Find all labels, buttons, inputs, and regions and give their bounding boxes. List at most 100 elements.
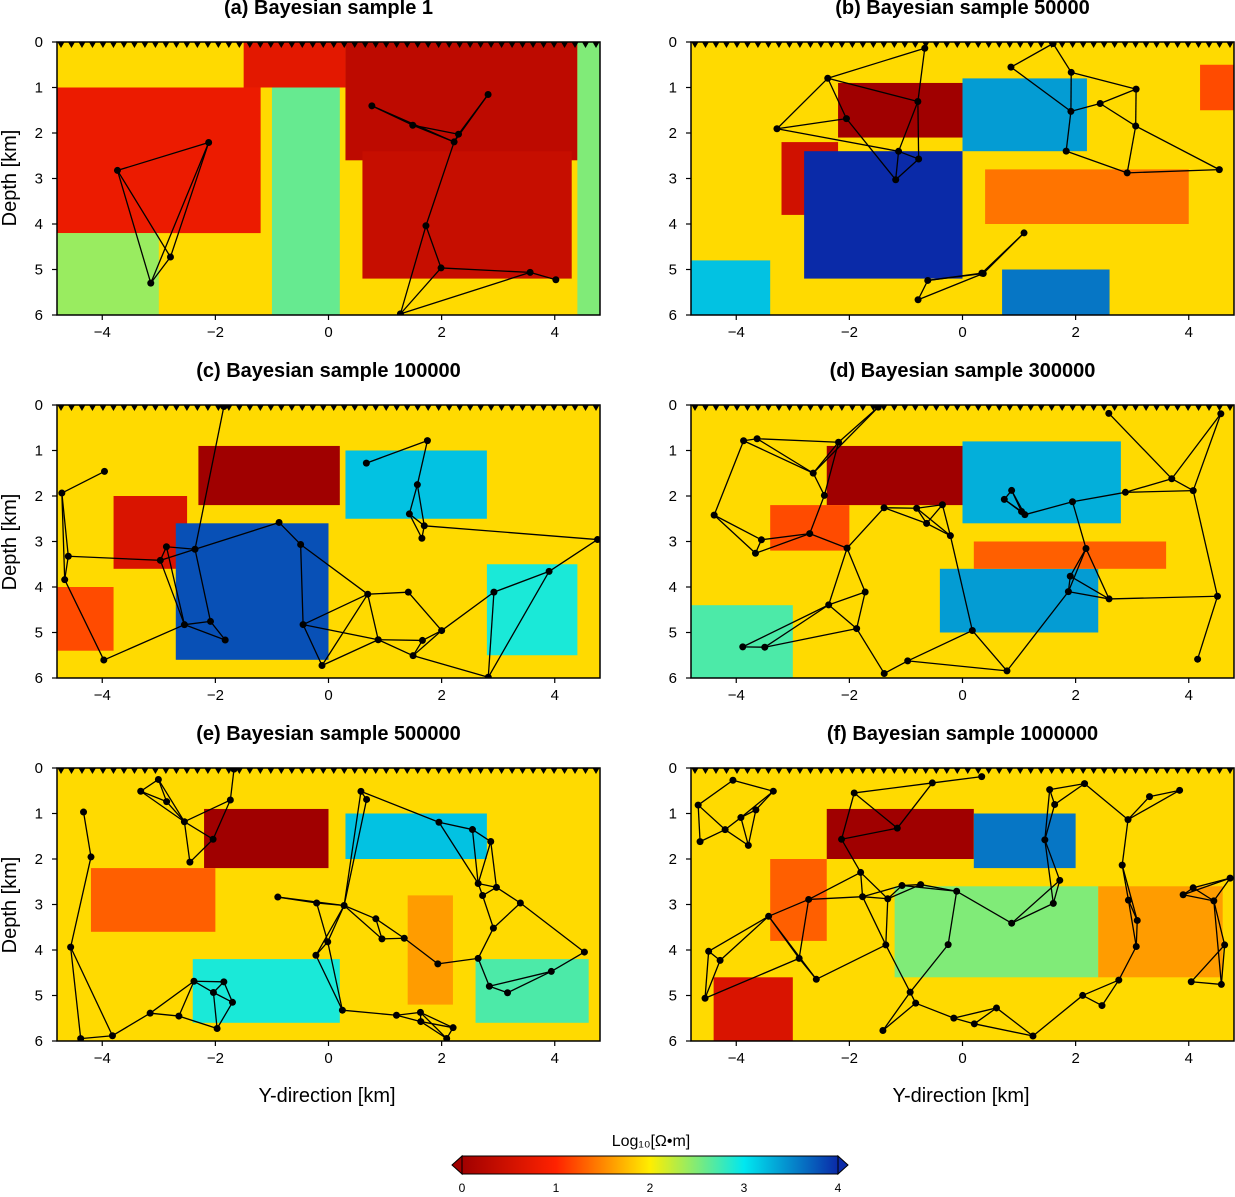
receiver-marker <box>1016 768 1024 774</box>
colorbar-tick-label: 0 <box>459 1181 466 1195</box>
panel-title: (b) Bayesian sample 50000 <box>835 0 1090 19</box>
mesh-edge <box>278 521 302 545</box>
mesh-edge <box>828 591 866 606</box>
mesh-edge <box>70 946 114 1037</box>
receiver-marker <box>922 42 930 48</box>
mesh-edge <box>827 47 925 79</box>
receiver-marker <box>351 42 359 48</box>
mesh-edge <box>178 1015 218 1030</box>
receiver-marker <box>214 42 222 48</box>
mesh-node <box>1069 498 1077 506</box>
receiver-marker <box>550 405 558 411</box>
mesh-node <box>417 1018 425 1026</box>
receiver-marker <box>764 768 772 774</box>
ylabel-row3: Depth [km] <box>0 857 21 954</box>
mesh-edge <box>149 980 195 1014</box>
mesh-edge <box>419 1011 448 1039</box>
mesh-edge <box>1135 125 1220 171</box>
mesh-node <box>180 818 188 826</box>
receiver-marker <box>1163 768 1171 774</box>
heatmap-block <box>973 813 1076 869</box>
receiver-marker <box>456 42 464 48</box>
receiver-marker <box>880 768 888 774</box>
mesh-node <box>739 643 747 651</box>
ytick-label: 2 <box>35 125 43 142</box>
receiver-marker <box>911 405 919 411</box>
mesh-edge <box>697 804 726 831</box>
mesh-node <box>915 155 923 163</box>
mesh-edge <box>909 944 949 993</box>
receiver-marker <box>785 768 793 774</box>
mesh-edge <box>159 560 186 625</box>
receiver-marker <box>932 768 940 774</box>
mesh-edge <box>1054 783 1085 805</box>
receiver-marker <box>214 405 222 411</box>
receiver-marker <box>838 405 846 411</box>
mesh-edge <box>1193 877 1231 889</box>
receiver-marker <box>1016 405 1024 411</box>
mesh-node <box>396 310 404 315</box>
mesh-node <box>1049 899 1057 907</box>
receiver-marker <box>57 42 65 48</box>
mesh-edge <box>917 48 926 102</box>
colorbar-tick-label: 1 <box>553 1181 560 1195</box>
receiver-marker <box>246 768 254 774</box>
mesh-edge <box>757 438 839 443</box>
receiver-marker <box>869 405 877 411</box>
mesh-edge <box>422 629 442 642</box>
mesh-edge <box>1099 88 1137 105</box>
receiver-marker <box>901 42 909 48</box>
mesh-node <box>740 437 748 445</box>
mesh-edge <box>471 829 479 884</box>
mesh-edge <box>416 484 425 526</box>
mesh-node <box>418 534 426 542</box>
ytick-label: 5 <box>35 262 43 279</box>
mesh-node <box>1000 495 1008 503</box>
colorbar-gradient <box>461 1155 839 1175</box>
receiver-marker <box>151 768 159 774</box>
receiver-marker <box>162 768 170 774</box>
mesh-node <box>1082 544 1090 552</box>
mesh-node <box>968 627 976 635</box>
mesh-edge <box>1121 819 1129 866</box>
receiver-marker <box>1111 768 1119 774</box>
receiver-marker <box>267 42 275 48</box>
mesh-node <box>404 588 412 596</box>
receiver-marker <box>1216 42 1224 48</box>
panel-5: (e) Bayesian sample 500000 0 1 2 3 4 5 6 −4 −2 0 2 4 <box>35 723 601 1067</box>
receiver-marker <box>88 768 96 774</box>
mesh-edge <box>412 630 443 657</box>
receiver-marker <box>487 768 495 774</box>
mesh-edge <box>917 101 920 160</box>
receiver-marker <box>1121 768 1129 774</box>
mesh-node <box>409 121 417 129</box>
xtick-label: 2 <box>437 1050 445 1067</box>
ytick-label: 6 <box>35 670 43 687</box>
receiver-marker <box>869 768 877 774</box>
mesh-edge <box>885 944 911 993</box>
mesh-edge <box>367 594 379 640</box>
mesh-node <box>378 935 386 943</box>
receiver-marker <box>922 405 930 411</box>
receiver-marker <box>806 42 814 48</box>
receiver-marker <box>277 42 285 48</box>
heatmap-block <box>486 564 578 656</box>
mesh-edge <box>377 639 414 657</box>
receiver-marker <box>1058 42 1066 48</box>
mesh-node <box>1132 943 1140 951</box>
receiver-marker <box>204 768 212 774</box>
mesh-edge <box>529 271 557 281</box>
mesh-node <box>175 1012 183 1020</box>
mesh-node <box>437 264 445 272</box>
receiver-marker <box>743 768 751 774</box>
mesh-edge <box>926 504 943 524</box>
receiver-marker <box>67 405 75 411</box>
mesh-edge <box>216 1001 234 1029</box>
mesh-edge <box>396 1011 421 1016</box>
mesh-node <box>1123 169 1131 177</box>
receiver-marker <box>298 405 306 411</box>
mesh-edge <box>755 532 810 554</box>
receiver-marker <box>466 768 474 774</box>
heatmap-block <box>1200 64 1234 111</box>
receiver-marker <box>712 768 720 774</box>
